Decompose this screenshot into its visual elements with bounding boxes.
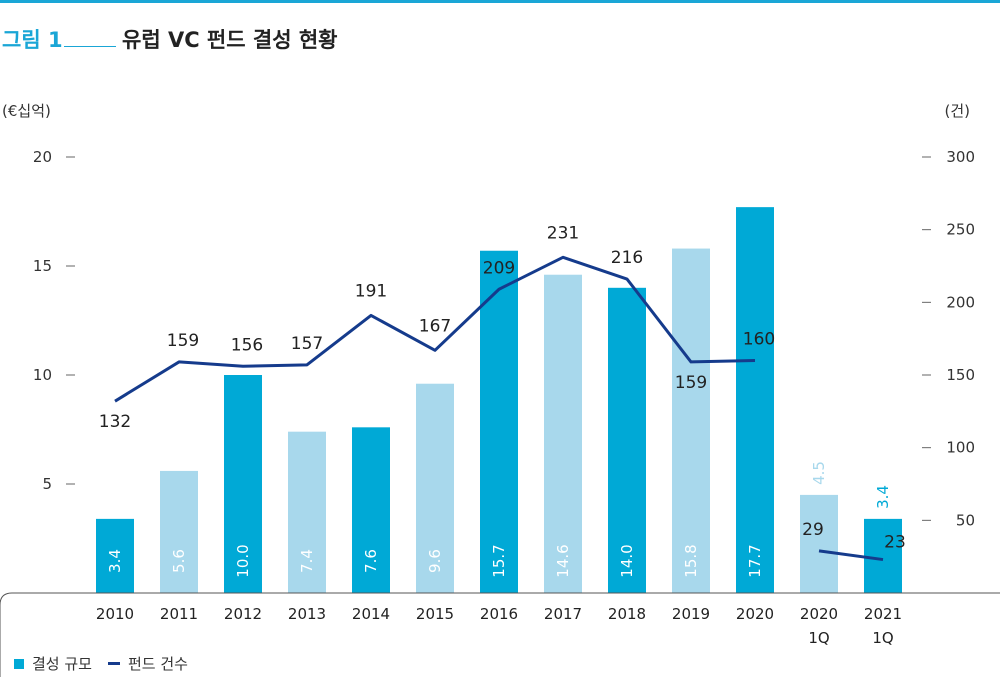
- bar: [864, 518, 902, 593]
- bar-value-label: 17.7: [746, 544, 764, 577]
- bar: [608, 287, 646, 593]
- x-tick-label: 1Q: [872, 629, 893, 647]
- x-tick-label: 2019: [672, 605, 710, 623]
- bar: [288, 431, 326, 593]
- left-tick-label: 10: [33, 366, 52, 384]
- bar-value-label: 7.6: [362, 549, 380, 573]
- legend-line-swatch: [107, 662, 120, 665]
- count-value-label: 23: [884, 533, 906, 553]
- bar: [96, 518, 134, 593]
- x-tick-label: 2015: [416, 605, 454, 623]
- bar-value-label: 15.8: [682, 544, 700, 577]
- count-value-label: 157: [291, 334, 323, 354]
- right-tick-label: 50: [956, 511, 975, 529]
- bar-value-label: 15.7: [490, 544, 508, 577]
- top-rule: [0, 0, 1000, 3]
- count-value-label: 132: [99, 412, 131, 432]
- left-tick-label: 20: [33, 148, 52, 166]
- left-axis-unit: (€십억): [2, 102, 51, 120]
- x-axis-line: [0, 592, 1000, 677]
- x-tick-label: 1Q: [808, 629, 829, 647]
- x-tick-label: 2014: [352, 605, 390, 623]
- left-tick-label: 5: [42, 475, 52, 493]
- x-tick-label: 2012: [224, 605, 262, 623]
- bar: [352, 427, 390, 593]
- bar-value-label: 14.6: [554, 544, 572, 577]
- bar: [224, 375, 262, 593]
- right-tick-label: 250: [946, 221, 975, 239]
- bar: [544, 274, 582, 593]
- x-tick-label: 2011: [160, 605, 198, 623]
- bar-value-label: 7.4: [298, 549, 316, 573]
- legend-bar-label: 결성 규모: [32, 655, 92, 673]
- figure-label: 그림 1: [2, 28, 63, 52]
- x-tick-label: 2010: [96, 605, 134, 623]
- bar-value-label: 14.0: [618, 544, 636, 577]
- right-axis-unit: (건): [944, 102, 970, 120]
- bar: [736, 207, 774, 593]
- count-value-label: 167: [419, 316, 451, 336]
- bar-value-label: 3.4: [874, 485, 892, 509]
- bar: [416, 383, 454, 593]
- x-tick-label: 2013: [288, 605, 326, 623]
- x-tick-label: 2021: [864, 605, 902, 623]
- x-tick-label: 2016: [480, 605, 518, 623]
- legend-line-label: 펀드 건수: [127, 655, 188, 673]
- right-tick-label: 200: [946, 293, 975, 311]
- x-tick-label: 2017: [544, 605, 582, 623]
- count-value-label: 160: [743, 329, 775, 349]
- legend: 결성 규모 펀드 건수: [14, 653, 188, 674]
- count-line-quarterly: [818, 549, 884, 562]
- count-value-label: 159: [167, 331, 199, 351]
- x-tick-label: 2020: [800, 605, 838, 623]
- bar: [800, 494, 838, 593]
- right-tick-label: 100: [946, 439, 975, 457]
- bar-value-label: 9.6: [426, 549, 444, 573]
- count-line: [114, 255, 756, 403]
- count-value-label: 159: [675, 373, 707, 393]
- right-tick-label: 150: [946, 366, 975, 384]
- x-tick-label: 2020: [736, 605, 774, 623]
- x-tick-label: 2018: [608, 605, 646, 623]
- figure-title: 유럽 VC 펀드 결성 현황: [122, 28, 338, 52]
- bar: [672, 248, 710, 593]
- bar: [480, 250, 518, 594]
- bar-value-label: 5.6: [170, 549, 188, 573]
- right-tick-label: 300: [946, 148, 975, 166]
- count-value-label: 216: [611, 248, 643, 268]
- count-value-label: 231: [547, 223, 579, 243]
- count-value-label: 156: [231, 335, 263, 355]
- bar-value-label: 4.5: [810, 461, 828, 485]
- count-value-label: 29: [802, 520, 824, 540]
- bar-value-label: 10.0: [234, 544, 252, 577]
- bar-value-label: 3.4: [106, 549, 124, 573]
- bar: [160, 470, 198, 593]
- legend-bar-swatch: [14, 658, 24, 669]
- count-value-label: 209: [483, 258, 515, 278]
- left-tick-label: 15: [33, 257, 52, 275]
- count-value-label: 191: [355, 281, 387, 301]
- figure-label-underline: [64, 46, 116, 47]
